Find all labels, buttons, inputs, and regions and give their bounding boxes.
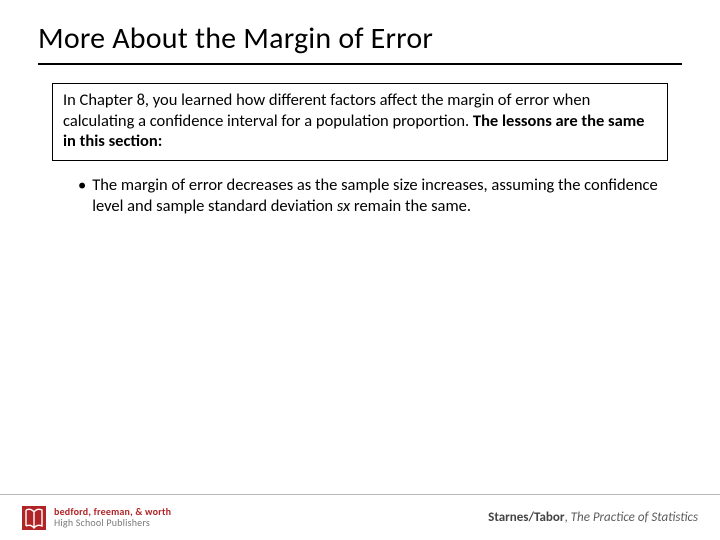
credit: Starnes/Tabor, The Practice of Statistic… [488,510,698,525]
logo-bottom-line: High School Publishers [54,518,171,529]
page-title: More About the Margin of Error [38,20,682,57]
bullet-mark: • [78,175,86,217]
slide: More About the Margin of Error In Chapte… [0,0,720,540]
logo-mark-icon [22,506,46,530]
bullet-item: • The margin of error decreases as the s… [78,175,662,217]
footer: bedford, freeman, & worth High School Pu… [0,494,720,540]
bullet-after: remain the same. [350,196,471,216]
credit-names: Starnes/Tabor [488,510,564,525]
title-divider [38,63,682,65]
credit-book: The Practice of Statistics [571,510,698,525]
bullet-text: The margin of error decreases as the sam… [92,175,662,217]
publisher-logo: bedford, freeman, & worth High School Pu… [22,506,171,530]
bullet-italic: sx [337,196,350,216]
logo-text: bedford, freeman, & worth High School Pu… [54,507,171,528]
bullet-list: • The margin of error decreases as the s… [78,175,662,217]
intro-box: In Chapter 8, you learned how different … [52,83,668,161]
